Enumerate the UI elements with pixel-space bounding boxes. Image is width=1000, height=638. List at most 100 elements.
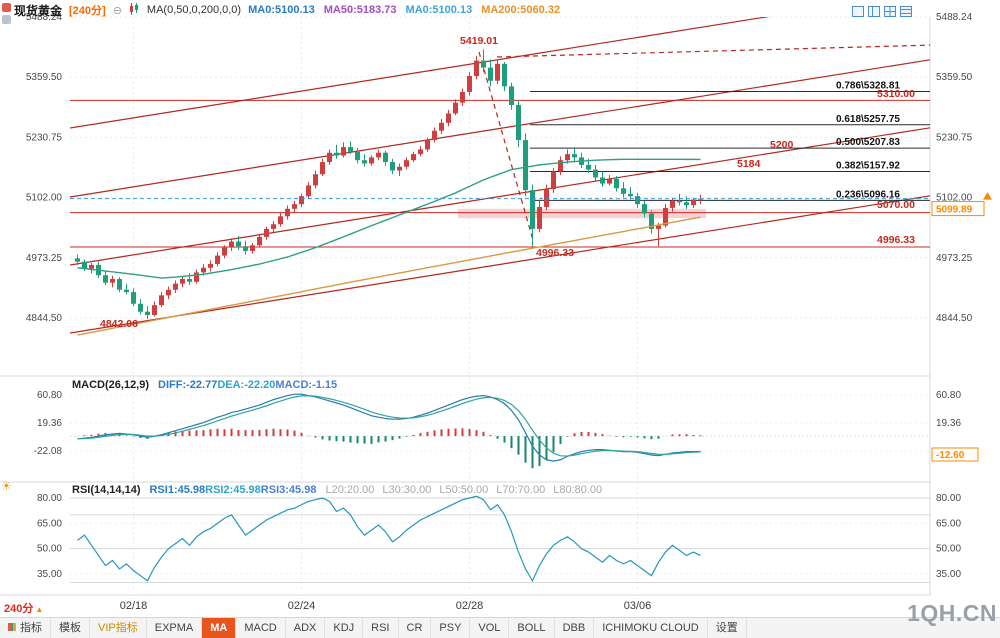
toolbar-item-设置[interactable]: 设置 [708, 618, 747, 638]
left-tool-strip: ☀ [0, 0, 13, 638]
svg-text:65.00: 65.00 [936, 518, 961, 529]
svg-text:5099.89: 5099.89 [936, 205, 973, 216]
bottom-toolbar: 指标 模板 VIP指标 EXPMA MA MACD ADX KDJ RSI CR PSY VOL BOL… [0, 617, 1000, 638]
date-label-02/24: 02/24 [287, 600, 316, 612]
rsi-level-1: L30:30.00 [382, 484, 432, 496]
layout-grid-icon[interactable] [884, 4, 896, 22]
svg-text:35.00: 35.00 [37, 569, 62, 580]
candles-mini-icon [129, 2, 140, 18]
toolbar-item-BOLL[interactable]: BOLL [509, 618, 555, 638]
svg-text:0.618\5257.75: 0.618\5257.75 [836, 114, 900, 125]
toolbar-item-PSY[interactable]: PSY [431, 618, 471, 638]
symbol-name: 现货黄金 [14, 3, 63, 18]
svg-text:5102.00: 5102.00 [936, 193, 973, 204]
svg-text:4996.33: 4996.33 [877, 234, 915, 246]
svg-text:5230.75: 5230.75 [26, 132, 63, 143]
rsi-levels: L20:20.00 L30:30.00 L50:50.00 L70:70.00 L80:… [325, 484, 610, 496]
svg-text:5230.75: 5230.75 [936, 132, 973, 143]
svg-text:80.00: 80.00 [37, 493, 62, 504]
rsi-header: RSI(14,14,14) RSI1:45.98RSI2:45.98RSI3:4… [72, 484, 610, 496]
layout-single-icon[interactable] [852, 4, 864, 22]
ma-value-2: MA0:5100.13 [405, 4, 473, 16]
svg-text:-12.60: -12.60 [936, 450, 965, 461]
layout-split-vertical-icon[interactable] [868, 4, 880, 22]
rsi-level-3: L70:70.00 [496, 484, 546, 496]
rsi-level-0: L20:20.00 [325, 484, 375, 496]
svg-text:0.500\5207.83: 0.500\5207.83 [836, 137, 900, 148]
chart-canvas[interactable]: 5488.24 5488.24 5359.50 5359.50 5230.75 5230.… [0, 0, 1000, 618]
svg-text:5419.01: 5419.01 [460, 35, 498, 47]
toolbar-item-RSI[interactable]: RSI [363, 618, 399, 638]
macd-title[interactable]: MACD(26,12,9) [72, 379, 150, 391]
toolbar-item-ICHIMOKU CLOUD[interactable]: ICHIMOKU CLOUD [594, 618, 708, 638]
rsi-value-0: RSI1:45.98 [149, 484, 206, 496]
svg-text:50.00: 50.00 [936, 544, 961, 555]
toolbar-item-MACD[interactable]: MACD [236, 618, 286, 638]
layout-icons-group [852, 4, 912, 22]
layout-rows-icon[interactable] [900, 4, 912, 22]
macd-header: MACD(26,12,9) DIFF:-22.77DEA:-22.20MACD:… [72, 379, 337, 391]
svg-text:0.786\5328.81: 0.786\5328.81 [836, 81, 900, 92]
toolbar-item-VIP指标[interactable]: VIP指标 [90, 618, 147, 638]
macd-value-0: DIFF:-22.77 [158, 379, 218, 391]
svg-text:0.236\5096.16: 0.236\5096.16 [836, 189, 900, 200]
chart-header: 现货黄金 [240分] ⊖ MA(0,50,0,200,0,0) MA0:510… [14, 0, 569, 20]
svg-text:5102.00: 5102.00 [26, 193, 63, 204]
svg-text:4844.50: 4844.50 [26, 313, 63, 324]
rsi-level-4: L80:80.00 [553, 484, 603, 496]
period-collapse-icon[interactable]: ⊖ [112, 4, 122, 17]
ma-value-3: MA200:5060.32 [481, 4, 561, 16]
toolbar-item-DBB[interactable]: DBB [555, 618, 595, 638]
ma-value-0: MA0:5100.13 [248, 4, 315, 16]
svg-text:80.00: 80.00 [936, 493, 961, 504]
svg-text:0.382\5157.92: 0.382\5157.92 [836, 160, 900, 171]
toolbar-item-EXPMA[interactable]: EXPMA [147, 618, 203, 638]
toolbar-item-模板[interactable]: 模板 [51, 618, 90, 638]
macd-value-2: MACD:-1.15 [275, 379, 338, 391]
sun-icon[interactable]: ☀ [1, 479, 12, 493]
toolbar-item-CR[interactable]: CR [399, 618, 432, 638]
date-label-02/28: 02/28 [455, 600, 484, 612]
timeframe-label[interactable]: 240分 ▲ [4, 603, 44, 615]
toolbar-item-指标[interactable]: 指标 [0, 618, 51, 638]
svg-text:4842.06: 4842.06 [100, 318, 138, 330]
indicator-list-icon [8, 623, 16, 631]
toolbar-item-ADX[interactable]: ADX [286, 618, 326, 638]
svg-text:4973.25: 4973.25 [26, 253, 63, 264]
svg-text:5184: 5184 [737, 158, 761, 170]
svg-text:65.00: 65.00 [37, 518, 62, 529]
svg-text:19.36: 19.36 [936, 418, 961, 429]
svg-text:35.00: 35.00 [936, 569, 961, 580]
svg-text:4996.33: 4996.33 [536, 247, 574, 259]
svg-text:60.80: 60.80 [37, 390, 62, 401]
ma-value-1: MA50:5183.73 [323, 4, 397, 16]
macd-value-1: DEA:-22.20 [217, 379, 276, 391]
svg-text:60.80: 60.80 [936, 390, 961, 401]
svg-text:5488.24: 5488.24 [26, 12, 63, 23]
macd-values: DIFF:-22.77DEA:-22.20MACD:-1.15 [158, 379, 337, 391]
rsi-value-1: RSI2:45.98 [205, 484, 261, 496]
svg-text:19.36: 19.36 [37, 418, 62, 429]
svg-text:50.00: 50.00 [37, 544, 62, 555]
toolbar-item-VOL[interactable]: VOL [470, 618, 510, 638]
timeframe-up-icon: ▲ [35, 605, 44, 614]
svg-text:5359.50: 5359.50 [26, 72, 63, 83]
rsi-value-2: RSI3:45.98 [260, 484, 317, 496]
svg-text:5488.24: 5488.24 [936, 12, 973, 23]
cursor-tool-icon[interactable] [2, 15, 11, 24]
rsi-title[interactable]: RSI(14,14,14) [72, 484, 141, 496]
rsi-level-2: L50:50.00 [439, 484, 489, 496]
svg-text:5310.00: 5310.00 [877, 88, 915, 100]
period-label[interactable]: [240分] [69, 5, 106, 17]
svg-text:5070.00: 5070.00 [877, 199, 915, 211]
indicator-label: MA(0,50,0,200,0,0) [146, 4, 242, 16]
toolbar-item-MA[interactable]: MA [202, 618, 237, 638]
toolbar-item-KDJ[interactable]: KDJ [325, 618, 364, 638]
draw-tool-icon[interactable] [2, 3, 11, 12]
svg-text:5200: 5200 [770, 139, 794, 151]
svg-text:4973.25: 4973.25 [936, 253, 973, 264]
date-label-02/18: 02/18 [119, 600, 148, 612]
date-axis-row: 240分 ▲ 02/18 02/24 02/28 03/06 [0, 598, 1000, 616]
date-label-03/06: 03/06 [623, 600, 652, 612]
svg-text:-22.08: -22.08 [34, 446, 63, 457]
